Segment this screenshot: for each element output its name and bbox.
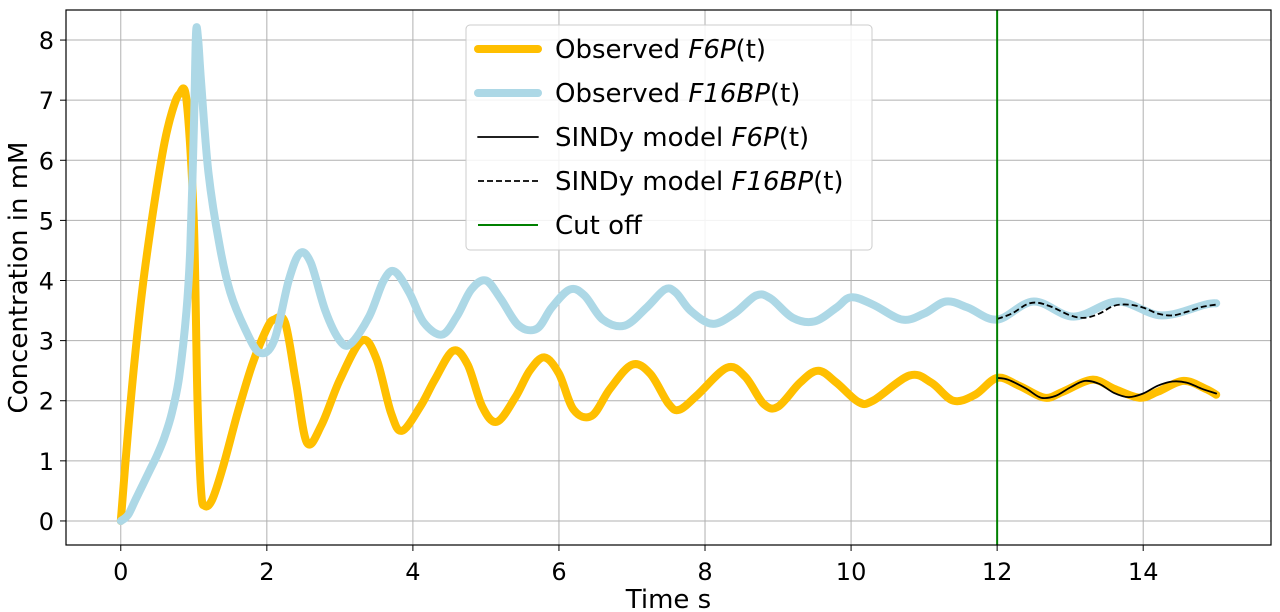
legend-label-suffix: (​t) <box>813 167 843 197</box>
x-tick-label: 12 <box>982 558 1013 586</box>
x-axis-label: Time s <box>625 585 711 612</box>
series-observed-f6p-line <box>116 84 1221 525</box>
legend-label: Observed F6P(​t) <box>555 35 766 65</box>
y-tick-label: 5 <box>39 207 54 235</box>
y-tick-label: 4 <box>39 268 54 296</box>
legend-label-math: F16BP <box>688 79 770 109</box>
y-tick-label: 0 <box>39 508 54 536</box>
x-tick-label: 10 <box>836 558 867 586</box>
x-tick-label: 4 <box>405 558 420 586</box>
legend-box <box>465 24 873 251</box>
legend-label-suffix: (​t) <box>779 123 809 153</box>
legend-label-prefix: Observed <box>555 79 688 109</box>
y-tick-label: 3 <box>39 328 54 356</box>
x-tick-label: 0 <box>113 558 128 586</box>
legend-label-suffix: (​t) <box>770 79 800 109</box>
legend-label: SINDy model F16BP(​t) <box>555 167 844 197</box>
y-tick-label: 8 <box>39 27 54 55</box>
legend: Observed F6P(​t)Observed F16BP(​t)SINDy … <box>465 24 873 251</box>
legend-label: Observed F16BP(​t) <box>555 79 800 109</box>
series-sindy-f6p-line <box>996 377 1218 400</box>
x-tick-label: 6 <box>551 558 566 586</box>
legend-label-prefix: SINDy model <box>555 123 732 153</box>
legend-label-math: F6P <box>732 123 779 153</box>
x-tick-label: 8 <box>697 558 712 586</box>
y-axis-label: Concentration in mM <box>4 142 34 414</box>
series-sindy-f16bp-line <box>996 301 1217 320</box>
series-layer <box>116 10 1221 545</box>
y-tick-label: 6 <box>39 147 54 175</box>
y-tick-label: 7 <box>39 87 54 115</box>
plot-frame <box>65 9 1272 546</box>
legend-label-math: F6P <box>688 35 735 65</box>
legend-label-prefix: SINDy model <box>555 167 732 197</box>
y-tick-label: 1 <box>39 448 54 476</box>
x-tick-label: 14 <box>1128 558 1159 586</box>
legend-label-math: F16BP <box>732 167 814 197</box>
legend-label-prefix: Observed <box>555 35 688 65</box>
legend-label: SINDy model F6P(​t) <box>555 123 809 153</box>
legend-label: Cut off <box>555 211 643 241</box>
series-observed-f16bp-line <box>116 23 1221 525</box>
legend-label-suffix: (​t) <box>736 35 766 65</box>
x-tick-label: 2 <box>259 558 274 586</box>
y-tick-label: 2 <box>39 388 54 416</box>
